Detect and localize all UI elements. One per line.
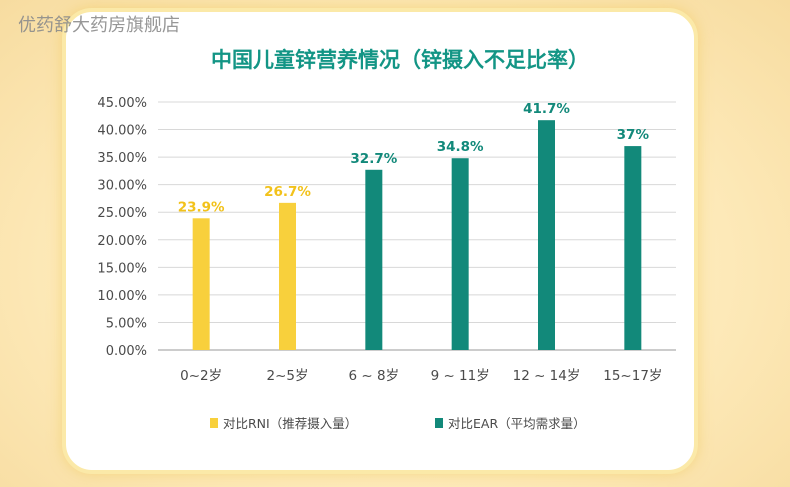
data-label: 41.7% — [523, 101, 570, 117]
y-tick-label: 45.00% — [97, 96, 147, 111]
data-label: 37% — [617, 127, 650, 143]
legend-swatch — [435, 418, 443, 428]
data-label: 26.7% — [264, 184, 311, 200]
y-tick-label: 20.00% — [97, 234, 147, 249]
legend-swatch — [210, 418, 218, 428]
data-label: 23.9% — [178, 199, 225, 215]
x-tick-label: 6 ~ 8岁 — [349, 368, 400, 384]
x-tick-label: 0~2岁 — [180, 368, 222, 384]
bar — [451, 158, 469, 350]
data-label: 34.8% — [437, 139, 484, 155]
bar — [279, 202, 296, 350]
bar — [365, 169, 383, 350]
bar — [192, 218, 210, 350]
y-tick-label: 40.00% — [97, 124, 147, 139]
y-tick-label: 25.00% — [97, 206, 147, 221]
y-tick-label: 5.00% — [106, 316, 147, 331]
bar — [624, 146, 642, 350]
x-tick-label: 9 ~ 11岁 — [431, 368, 490, 384]
watermark: 优药舒大药房旗舰店 — [18, 15, 180, 36]
y-tick-label: 15.00% — [97, 261, 147, 276]
y-tick-label: 35.00% — [97, 151, 147, 166]
y-tick-label: 0.00% — [106, 344, 147, 359]
legend-label: 对比EAR（平均需求量） — [448, 416, 586, 431]
y-tick-label: 10.00% — [97, 289, 147, 304]
y-tick-label: 30.00% — [97, 179, 147, 194]
x-tick-label: 15~17岁 — [603, 368, 662, 384]
legend-label: 对比RNI（推荐摄入量） — [223, 416, 357, 431]
data-label: 32.7% — [350, 151, 397, 167]
chart-title: 中国儿童锌营养情况（锌摄入不足比率） — [211, 48, 589, 72]
bar — [538, 120, 555, 350]
x-tick-label: 12 ~ 14岁 — [513, 368, 581, 384]
x-tick-label: 2~5岁 — [267, 368, 309, 384]
